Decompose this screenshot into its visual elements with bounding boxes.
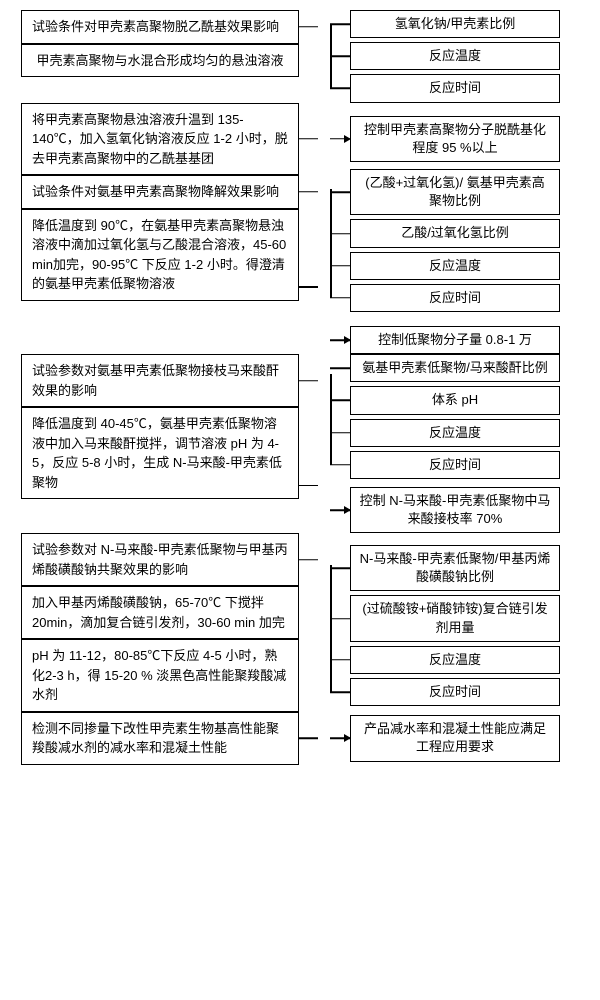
param-group-4: N-马来酸-甲壳素低聚物/甲基丙烯酸磺酸钠比例 (过硫酸铵+硝酸铈铵)复合链引发… bbox=[310, 545, 590, 706]
step-3-text: 将甲壳素高聚物悬浊溶液升温到 135-140℃，加入氢氧化钠溶液反应 1-2 小… bbox=[32, 112, 288, 166]
step-4-text: 试验条件对氨基甲壳素高聚物降解效果影响 bbox=[32, 184, 279, 199]
param-box: 氨基甲壳素低聚物/马来酸酐比例 bbox=[350, 354, 560, 382]
result-group-2: 控制低聚物分子量 0.8-1 万 bbox=[310, 326, 590, 354]
param-box: 反应时间 bbox=[350, 678, 560, 706]
param-box: 反应温度 bbox=[350, 419, 560, 447]
param-box: (过硫酸铵+硝酸铈铵)复合链引发剂用量 bbox=[350, 595, 560, 641]
result-group-4: 产品减水率和混凝土性能应满足工程应用要求 bbox=[310, 715, 590, 761]
param-box: 反应时间 bbox=[350, 451, 560, 479]
step-7: 降低温度到 40-45℃，氨基甲壳素低聚物溶液中加入马来酸酐搅拌，调节溶液 pH… bbox=[21, 407, 299, 499]
result-box: 产品减水率和混凝土性能应满足工程应用要求 bbox=[350, 715, 560, 761]
param-box: (乙酸+过氧化氢)/ 氨基甲壳素高聚物比例 bbox=[350, 169, 560, 215]
param-box: 反应温度 bbox=[350, 646, 560, 674]
step-10: pH 为 11-12，80-85℃下反应 4-5 小时，熟化2-3 h，得 15… bbox=[21, 639, 299, 712]
flowchart: 试验条件对甲壳素高聚物脱乙酰基效果影响 甲壳素高聚物与水混合形成均匀的悬浊溶液 … bbox=[10, 10, 590, 765]
param-box: 体系 pH bbox=[350, 386, 560, 414]
param-box: 反应温度 bbox=[350, 42, 560, 70]
step-3: 将甲壳素高聚物悬浊溶液升温到 135-140℃，加入氢氧化钠溶液反应 1-2 小… bbox=[21, 103, 299, 176]
param-group-3: 氨基甲壳素低聚物/马来酸酐比例 体系 pH 反应温度 反应时间 bbox=[310, 354, 590, 479]
step-1: 试验条件对甲壳素高聚物脱乙酰基效果影响 bbox=[21, 10, 299, 44]
step-11-text: 检测不同掺量下改性甲壳素生物基高性能聚羧酸减水剂的减水率和混凝土性能 bbox=[32, 721, 279, 756]
step-6-text: 试验参数对氨基甲壳素低聚物接枝马来酸酐效果的影响 bbox=[32, 363, 279, 398]
step-2-text: 甲壳素高聚物与水混合形成均匀的悬浊溶液 bbox=[36, 53, 283, 68]
result-box: 控制 N-马来酸-甲壳素低聚物中马来酸接枝率 70% bbox=[350, 487, 560, 533]
step-10-text: pH 为 11-12，80-85℃下反应 4-5 小时，熟化2-3 h，得 15… bbox=[32, 648, 286, 702]
param-box: 乙酸/过氧化氢比例 bbox=[350, 219, 560, 247]
param-box: 反应温度 bbox=[350, 252, 560, 280]
param-group-2: (乙酸+过氧化氢)/ 氨基甲壳素高聚物比例 乙酸/过氧化氢比例 反应温度 反应时… bbox=[310, 169, 590, 312]
step-5: 降低温度到 90℃，在氨基甲壳素高聚物悬浊溶液中滴加过氧化氢与乙酸混合溶液，45… bbox=[21, 209, 299, 301]
result-group-3: 控制 N-马来酸-甲壳素低聚物中马来酸接枝率 70% bbox=[310, 487, 590, 533]
result-group-1: 控制甲壳素高聚物分子脱酰基化程度 95 %以上 bbox=[310, 116, 590, 162]
step-9: 加入甲基丙烯酸磺酸钠，65-70℃ 下搅拌20min，滴加复合链引发剂，30-6… bbox=[21, 586, 299, 639]
param-group-1: 氢氧化钠/甲壳素比例 反应温度 反应时间 bbox=[310, 10, 590, 103]
step-4: 试验条件对氨基甲壳素高聚物降解效果影响 bbox=[21, 175, 299, 209]
step-6: 试验参数对氨基甲壳素低聚物接枝马来酸酐效果的影响 bbox=[21, 354, 299, 407]
result-box: 控制甲壳素高聚物分子脱酰基化程度 95 %以上 bbox=[350, 116, 560, 162]
step-1-text: 试验条件对甲壳素高聚物脱乙酰基效果影响 bbox=[32, 19, 279, 34]
param-box: 反应时间 bbox=[350, 284, 560, 312]
step-5-text: 降低温度到 90℃，在氨基甲壳素高聚物悬浊溶液中滴加过氧化氢与乙酸混合溶液，45… bbox=[32, 218, 286, 292]
param-box: 氢氧化钠/甲壳素比例 bbox=[350, 10, 560, 38]
step-8-text: 试验参数对 N-马来酸-甲壳素低聚物与甲基丙烯酸磺酸钠共聚效果的影响 bbox=[32, 542, 288, 577]
step-8: 试验参数对 N-马来酸-甲壳素低聚物与甲基丙烯酸磺酸钠共聚效果的影响 bbox=[21, 533, 299, 586]
step-11: 检测不同掺量下改性甲壳素生物基高性能聚羧酸减水剂的减水率和混凝土性能 bbox=[21, 712, 299, 765]
step-9-text: 加入甲基丙烯酸磺酸钠，65-70℃ 下搅拌20min，滴加复合链引发剂，30-6… bbox=[32, 595, 285, 630]
param-box: N-马来酸-甲壳素低聚物/甲基丙烯酸磺酸钠比例 bbox=[350, 545, 560, 591]
result-box: 控制低聚物分子量 0.8-1 万 bbox=[350, 326, 560, 354]
param-box: 反应时间 bbox=[350, 74, 560, 102]
step-7-text: 降低温度到 40-45℃，氨基甲壳素低聚物溶液中加入马来酸酐搅拌，调节溶液 pH… bbox=[32, 416, 282, 490]
step-2: 甲壳素高聚物与水混合形成均匀的悬浊溶液 bbox=[21, 44, 299, 78]
